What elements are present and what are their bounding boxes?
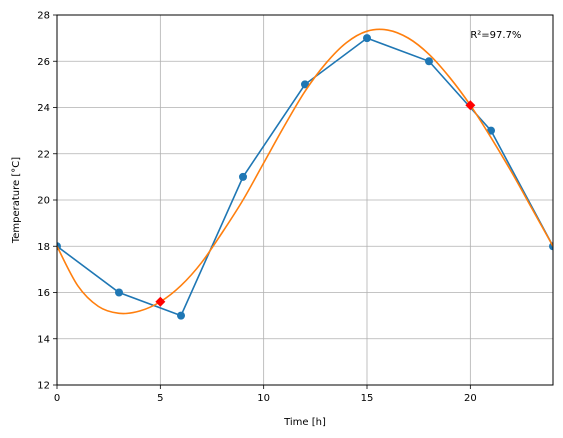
measured-point	[177, 311, 185, 320]
highlight-diamond-point	[465, 100, 476, 111]
measured-point	[425, 57, 433, 66]
y-tick-label: 22	[37, 149, 50, 160]
y-tick-label: 26	[37, 57, 50, 68]
grid	[56, 14, 553, 386]
fitted-curve	[57, 28, 553, 315]
highlight-diamond-point	[155, 296, 166, 307]
measured-point	[363, 34, 371, 43]
x-tick-label: 20	[464, 393, 477, 404]
y-tick-label: 18	[37, 242, 50, 253]
measured-point	[301, 80, 309, 89]
y-tick-label: 20	[37, 196, 50, 207]
measured-temperature-line	[57, 37, 553, 317]
measured-point	[115, 288, 123, 297]
x-tick-label: 5	[157, 393, 163, 404]
y-tick-label: 12	[37, 381, 50, 392]
measured-point	[239, 172, 247, 181]
y-tick-label: 24	[37, 103, 50, 114]
y-axis-label: Temperature [°C]	[11, 157, 22, 244]
series-layer	[57, 28, 553, 320]
x-tick-label: 0	[54, 393, 60, 404]
ticks-layer: 0 5 10 15 20 12 14 16 18 20 22 24 26 28	[37, 11, 476, 405]
y-tick-label: 16	[37, 288, 50, 299]
measured-point	[487, 126, 495, 135]
x-tick-label: 10	[257, 393, 270, 404]
r-squared-annotation: R²=97.7%	[470, 30, 521, 41]
x-tick-label: 15	[361, 393, 374, 404]
y-tick-label: 14	[37, 334, 50, 345]
x-axis-label: Time [h]	[283, 417, 326, 428]
y-tick-label: 28	[37, 11, 50, 22]
